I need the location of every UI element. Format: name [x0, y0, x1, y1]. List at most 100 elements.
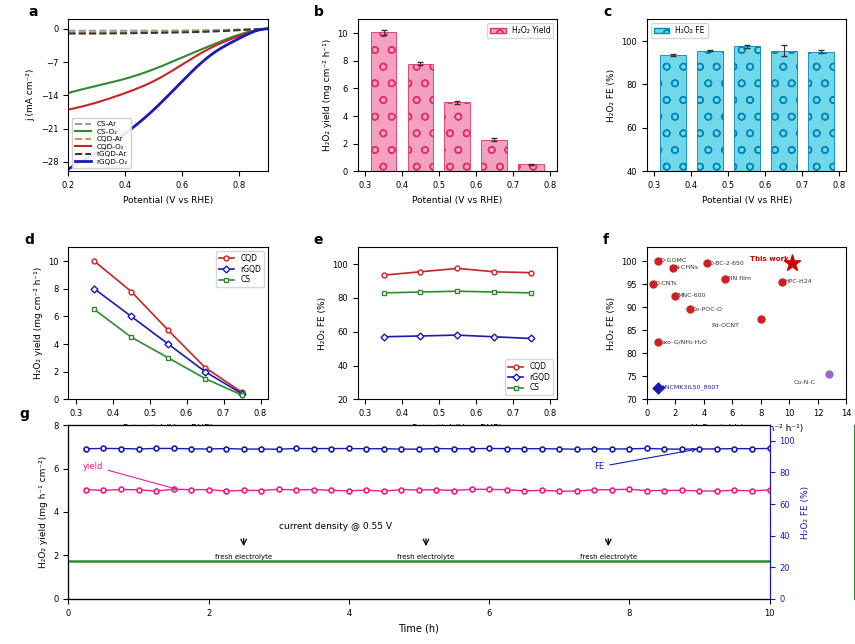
- Line: rGQD-Ar: rGQD-Ar: [68, 29, 268, 33]
- CQD-Ar: [232, 26, 242, 33]
- Text: PIN film: PIN film: [728, 276, 752, 281]
- yield: [80, 486, 91, 493]
- FE: [467, 445, 477, 453]
- CQD-O₂: [262, 25, 273, 33]
- Line: rGQD: rGQD: [381, 333, 534, 341]
- CQD-Ar: [186, 28, 196, 35]
- CS-O₂: [182, 52, 192, 59]
- Point: [786, 258, 799, 269]
- FE: [203, 445, 214, 453]
- yield: [571, 487, 581, 495]
- FE: [98, 444, 109, 452]
- Point: [652, 337, 665, 347]
- CS: [126, 333, 136, 341]
- Bar: [445, 102, 470, 171]
- CS: [237, 392, 247, 399]
- Line: rGQD-O₂: rGQD-O₂: [68, 29, 268, 169]
- Legend: CS-Ar, CS-O₂, CQD-Ar, CQD-O₂, rGQD-Ar, rGQD-O₂: CS-Ar, CS-O₂, CQD-Ar, CQD-O₂, rGQD-Ar, r…: [72, 118, 131, 167]
- Y-axis label: H₂O₂ yield (mg h⁻¹ cm⁻²): H₂O₂ yield (mg h⁻¹ cm⁻²): [38, 456, 48, 568]
- yield: [764, 486, 775, 494]
- CQD-O₂: [64, 106, 74, 113]
- yield: [641, 487, 652, 495]
- Text: fresh electrolyte: fresh electrolyte: [580, 554, 637, 560]
- CS-O₂: [244, 28, 254, 35]
- Text: Co-N-C: Co-N-C: [793, 381, 816, 386]
- CS-Ar: [262, 25, 273, 33]
- rGQD: [452, 331, 463, 339]
- FE: [115, 445, 127, 453]
- Point: [775, 277, 789, 287]
- rGQD-O₂: [262, 25, 273, 33]
- CQD-O₂: [182, 57, 192, 65]
- CS: [200, 375, 210, 383]
- FE: [659, 445, 669, 453]
- Line: CS-Ar: CS-Ar: [68, 29, 268, 31]
- CQD-Ar: [262, 25, 273, 33]
- yield: [221, 488, 231, 495]
- CQD: [89, 257, 99, 265]
- rGQD-Ar: [186, 28, 197, 36]
- yield: [274, 486, 284, 493]
- yield: [537, 486, 547, 494]
- CQD: [416, 268, 426, 276]
- rGQD-Ar: [232, 26, 242, 34]
- Line: FE: FE: [84, 446, 772, 451]
- rGQD-O₂: [181, 73, 192, 80]
- Text: d: d: [25, 233, 34, 247]
- rGQD-Ar: [77, 30, 87, 37]
- yield: [414, 486, 424, 494]
- FE: [537, 445, 547, 453]
- CQD-O₂: [63, 106, 74, 113]
- FE: [344, 444, 354, 452]
- FE: [256, 445, 267, 453]
- rGQD-Ar: [245, 26, 255, 33]
- Legend: H₂O₂ FE: H₂O₂ FE: [651, 23, 708, 38]
- yield: [694, 487, 705, 495]
- X-axis label: Potential (V vs RHE): Potential (V vs RHE): [702, 196, 792, 205]
- Bar: [770, 51, 797, 258]
- yield: [168, 486, 179, 493]
- FE: [186, 445, 197, 453]
- CS-Ar: [186, 26, 197, 34]
- CS-Ar: [183, 26, 193, 34]
- X-axis label: Potential (V vs RHE): Potential (V vs RHE): [412, 196, 503, 205]
- rGQD-Ar: [182, 28, 192, 36]
- rGQD-O₂: [186, 69, 196, 77]
- FE: [414, 445, 424, 453]
- CS-O₂: [181, 52, 192, 59]
- FE: [554, 445, 564, 453]
- yield: [659, 487, 669, 495]
- rGQD-Ar: [183, 28, 193, 36]
- FE: [150, 444, 161, 452]
- Line: rGQD: rGQD: [91, 287, 245, 396]
- FE: [624, 445, 634, 453]
- Y-axis label: H₂O₂ FE (%): H₂O₂ FE (%): [318, 297, 327, 350]
- CS-Ar: [245, 25, 255, 33]
- yield: [361, 486, 371, 494]
- Text: current density @ 0.55 V: current density @ 0.55 V: [279, 522, 392, 531]
- FE: [80, 445, 91, 453]
- Bar: [370, 32, 397, 171]
- rGQD: [379, 333, 389, 341]
- Line: CS: CS: [91, 307, 245, 397]
- Point: [652, 256, 665, 266]
- Text: This work: This work: [750, 256, 788, 262]
- rGQD-O₂: [64, 165, 74, 173]
- rGQD-O₂: [232, 36, 242, 44]
- Legend: H₂O₂ Yield: H₂O₂ Yield: [487, 23, 553, 38]
- FE: [133, 445, 144, 453]
- FE: [396, 445, 406, 453]
- rGQD-O₂: [63, 165, 74, 173]
- FE: [309, 445, 319, 453]
- CQD: [526, 269, 536, 276]
- yield: [519, 487, 529, 495]
- CQD-Ar: [181, 28, 192, 35]
- FE: [747, 445, 758, 453]
- yield: [554, 488, 564, 495]
- CQD: [237, 388, 247, 396]
- Bar: [697, 51, 722, 258]
- yield: [239, 486, 249, 494]
- X-axis label: Potential (V vs RHE): Potential (V vs RHE): [123, 424, 213, 433]
- CS-O₂: [232, 32, 242, 39]
- Point: [718, 274, 732, 284]
